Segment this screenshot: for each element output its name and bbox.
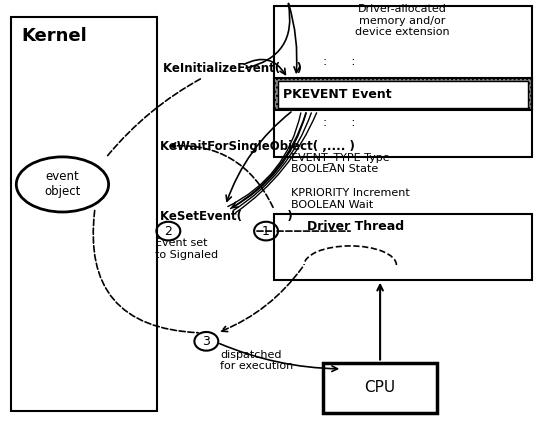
Text: Event set
to Signaled: Event set to Signaled [155,238,218,260]
Text: :      :: : : [323,117,356,129]
Text: EVENT_TYPE Type
BOOLEAN State: EVENT_TYPE Type BOOLEAN State [291,152,389,175]
Bar [274,214,532,280]
Text: KPRIORITY Increment
BOOLEAN Wait: KPRIORITY Increment BOOLEAN Wait [291,189,409,210]
Text: 2: 2 [165,225,172,237]
Text: KeSetEvent(           ): KeSetEvent( ) [160,210,293,223]
Bar [323,363,437,413]
Bar [274,6,532,157]
Text: Driver-allocated
memory and/or
device extension: Driver-allocated memory and/or device ex… [355,4,449,37]
Text: 1: 1 [262,225,270,237]
Text: Driver Thread: Driver Thread [307,220,404,233]
Text: Kernel: Kernel [21,27,87,45]
Text: 3: 3 [203,335,210,348]
Bar [274,78,532,110]
Text: :      :: : : [323,55,356,68]
Text: event
object: event object [45,170,80,198]
Text: PKEVENT Event: PKEVENT Event [283,88,392,101]
Bar [11,17,157,411]
Bar [274,78,532,110]
Text: KeWaitForSingleObject( ,.... ): KeWaitForSingleObject( ,.... ) [160,140,355,153]
Text: CPU: CPU [364,380,396,396]
Bar [278,81,528,108]
Text: KeInitializeEvent(    ): KeInitializeEvent( ) [163,62,302,75]
Text: dispatched
for execution: dispatched for execution [220,350,293,371]
